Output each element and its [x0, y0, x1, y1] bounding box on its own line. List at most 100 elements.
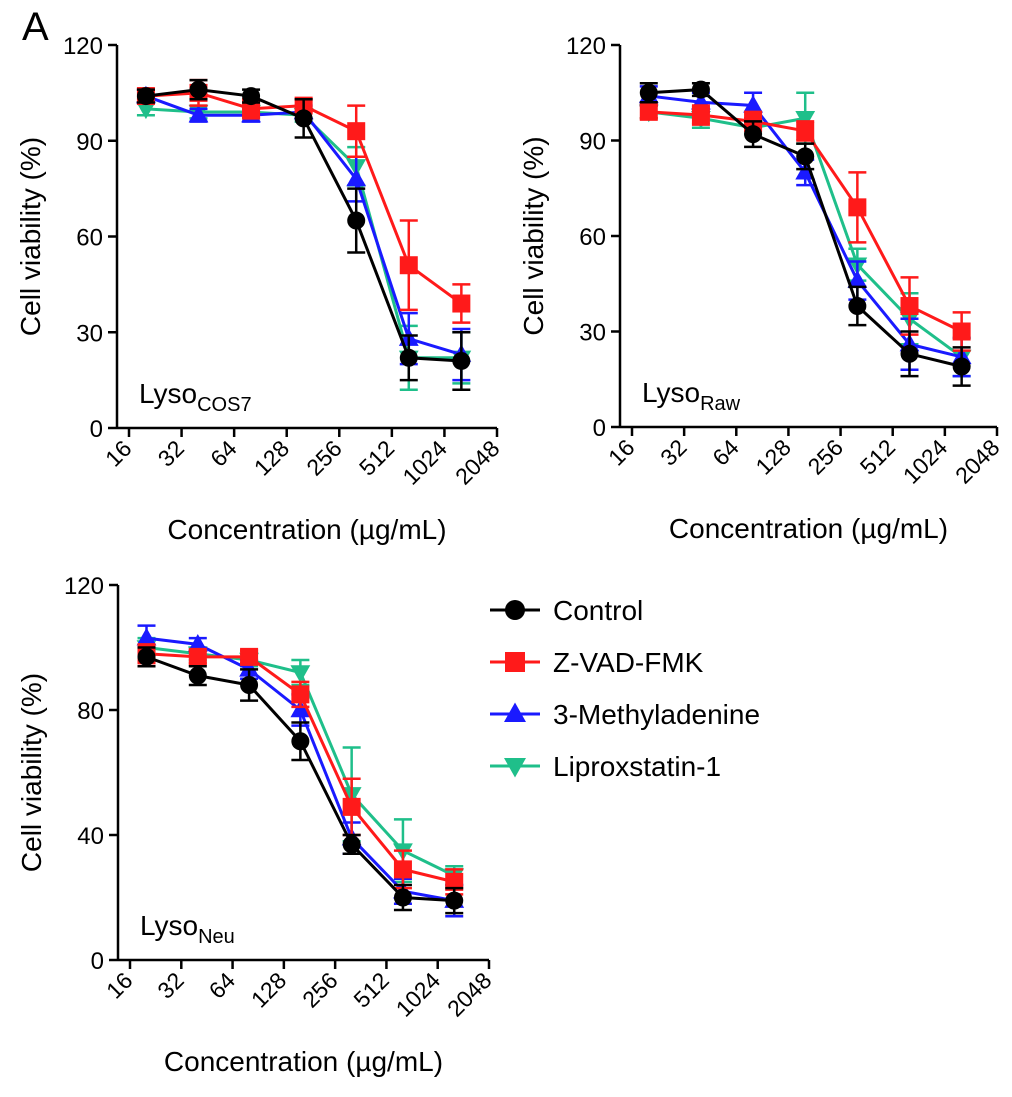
data-point-control: [452, 351, 471, 370]
data-point-control: [294, 109, 313, 128]
data-point-control: [188, 666, 207, 685]
data-point-z-vad-fmk: [952, 322, 971, 341]
data-point-liproxstatin-1: [290, 665, 311, 683]
y-tick-label-0: 0: [90, 416, 103, 443]
cell-line-label: LysoNeu: [140, 910, 235, 948]
x-tick-label-256: 256: [803, 434, 849, 480]
legend-item-z-vad-fmk: Z-VAD-FMK: [490, 647, 704, 678]
data-point-3-methyladenine: [290, 699, 311, 718]
y-tick-label-0: 0: [593, 415, 606, 442]
series-control: [137, 646, 464, 915]
legend-label: 3-Methyladenine: [553, 699, 760, 730]
data-point-3-methyladenine: [346, 168, 367, 187]
x-tick-label-1024: 1024: [898, 434, 953, 489]
y-tick-label-30: 30: [76, 320, 103, 347]
data-point-control: [291, 732, 310, 751]
series-liproxstatin-1: [136, 101, 472, 391]
legend-label: Liproxstatin-1: [553, 751, 721, 782]
x-tick-label-64: 64: [707, 434, 744, 471]
data-point-control: [848, 297, 867, 316]
data-point-control: [137, 647, 156, 666]
y-axis-title: Cell viability (%): [16, 673, 47, 872]
x-tick-label-2048: 2048: [442, 967, 497, 1022]
data-point-control: [393, 888, 412, 907]
legend-label: Control: [553, 595, 643, 626]
data-point-z-vad-fmk: [342, 797, 361, 816]
data-point-liproxstatin-1: [136, 101, 156, 120]
panel-label: A: [22, 5, 49, 49]
x-tick-label-2048: 2048: [450, 435, 505, 490]
data-point-control: [691, 80, 710, 99]
series-z-vad-fmk: [639, 102, 971, 352]
x-axis-title: Concentration (µg/mL): [164, 1046, 443, 1077]
data-point-control: [189, 80, 208, 99]
y-tick-label-90: 90: [579, 129, 606, 156]
data-point-z-vad-fmk: [393, 860, 412, 879]
data-point-z-vad-fmk: [848, 198, 867, 217]
y-tick-label-60: 60: [76, 225, 103, 252]
data-point-z-vad-fmk: [242, 99, 261, 118]
y-tick-label-30: 30: [579, 320, 606, 347]
data-point-z-vad-fmk: [347, 122, 366, 141]
series-line-liproxstatin-1: [145, 107, 462, 360]
data-point-control: [445, 891, 464, 910]
x-tick-label-128: 128: [750, 434, 796, 480]
data-point-control: [242, 87, 261, 106]
data-point-z-vad-fmk: [900, 297, 919, 316]
x-tick-label-1024: 1024: [391, 967, 446, 1022]
x-tick-label-32: 32: [655, 434, 691, 470]
legend-marker: [504, 758, 526, 778]
data-point-liproxstatin-1: [795, 111, 816, 129]
data-point-control: [796, 147, 815, 166]
data-point-control: [240, 676, 259, 694]
cell-line-subscript: Neu: [198, 926, 235, 948]
data-point-control: [900, 344, 919, 363]
x-tick-label-64: 64: [205, 435, 242, 472]
y-tick-label-80: 80: [77, 698, 104, 725]
legend-marker: [505, 600, 525, 620]
series-control: [639, 80, 971, 387]
data-point-3-methyladenine: [187, 634, 208, 652]
legend-marker: [504, 702, 526, 722]
legend-marker: [505, 652, 525, 672]
data-point-control: [342, 835, 361, 854]
data-point-control: [744, 125, 763, 144]
x-axis-title: Concentration (µg/mL): [167, 514, 446, 545]
data-point-control: [639, 83, 658, 102]
data-point-3-methyladenine: [743, 95, 763, 113]
chart-lyso-raw: 0 30 60 90 120 16 32 64 128 256 51210242048Concent…: [518, 33, 1005, 544]
data-point-z-vad-fmk: [399, 256, 418, 275]
data-point-control: [952, 357, 971, 376]
x-tick-label-128: 128: [246, 967, 292, 1013]
x-tick-label-32: 32: [152, 967, 188, 1003]
y-tick-label-90: 90: [76, 129, 103, 156]
series-liproxstatin-1: [136, 636, 465, 887]
y-axis-title: Cell viability (%): [518, 136, 549, 335]
data-point-control: [399, 348, 418, 367]
legend-item-control: Control: [490, 595, 643, 626]
x-tick-label-16: 16: [100, 435, 136, 471]
data-point-z-vad-fmk: [639, 102, 658, 121]
legend-item-3-methyladenine: 3-Methyladenine: [490, 699, 760, 730]
data-point-z-vad-fmk: [240, 647, 259, 666]
x-tick-label-512: 512: [348, 967, 394, 1013]
data-point-3-methyladenine: [188, 104, 209, 123]
data-point-z-vad-fmk: [691, 106, 710, 125]
chart-lyso-cos7: 0 30 60 90 120 16 32 64 128 256 51210242048Concent…: [15, 33, 505, 545]
y-tick-label-120: 120: [566, 33, 606, 60]
y-tick-label-60: 60: [579, 224, 606, 251]
data-point-z-vad-fmk: [796, 121, 815, 140]
cell-line-subscript: COS7: [197, 394, 251, 416]
data-point-3-methyladenine: [136, 627, 157, 646]
x-tick-label-64: 64: [204, 967, 241, 1004]
x-axis-title: Concentration (µg/mL): [669, 513, 948, 544]
data-point-3-methyladenine: [239, 659, 259, 677]
x-tick-label-256: 256: [297, 967, 343, 1013]
data-point-z-vad-fmk: [291, 685, 310, 704]
cell-line-label: LysoRaw: [642, 377, 741, 415]
data-point-z-vad-fmk: [445, 872, 464, 891]
x-tick-label-512: 512: [855, 434, 901, 480]
cell-line-label: LysoCOS7: [139, 378, 252, 416]
